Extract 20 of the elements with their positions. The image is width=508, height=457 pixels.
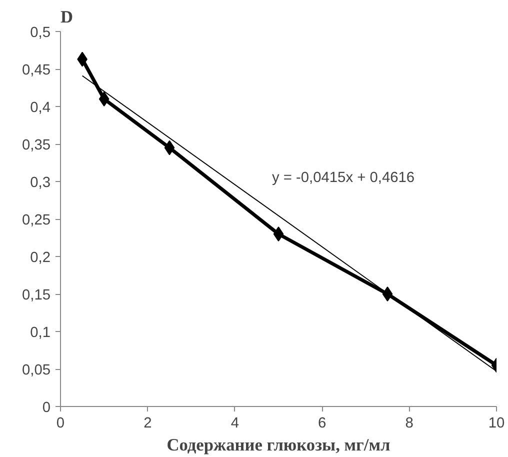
x-tick-label: 6 bbox=[318, 416, 326, 432]
y-axis-title: D bbox=[60, 8, 74, 26]
y-tick-label: 0,35 bbox=[22, 138, 51, 154]
x-tick-label: 10 bbox=[488, 416, 505, 432]
x-tick-label: 0 bbox=[56, 416, 65, 432]
x-tick-label: 8 bbox=[405, 416, 414, 432]
y-tick-label: 0,1 bbox=[30, 325, 50, 341]
y-tick-label: 0,3 bbox=[30, 175, 50, 191]
annotation: y = -0,0415x + 0,4616 bbox=[272, 170, 415, 186]
x-tick-label: 4 bbox=[230, 416, 239, 432]
y-tick-label: 0,45 bbox=[22, 62, 51, 78]
y-tick-label: 0,5 bbox=[30, 25, 50, 41]
x-axis-title: Содержание глюкозы, мг/мл bbox=[166, 436, 391, 454]
y-tick-label: 0,25 bbox=[22, 212, 51, 228]
y-tick-label: 0,2 bbox=[30, 250, 50, 266]
x-tick-label: 2 bbox=[144, 416, 152, 432]
y-tick-label: 0 bbox=[42, 400, 51, 416]
y-tick-label: 0,4 bbox=[30, 100, 50, 116]
y-tick-label: 0,15 bbox=[22, 288, 51, 304]
y-tick-label: 0,05 bbox=[22, 362, 51, 378]
